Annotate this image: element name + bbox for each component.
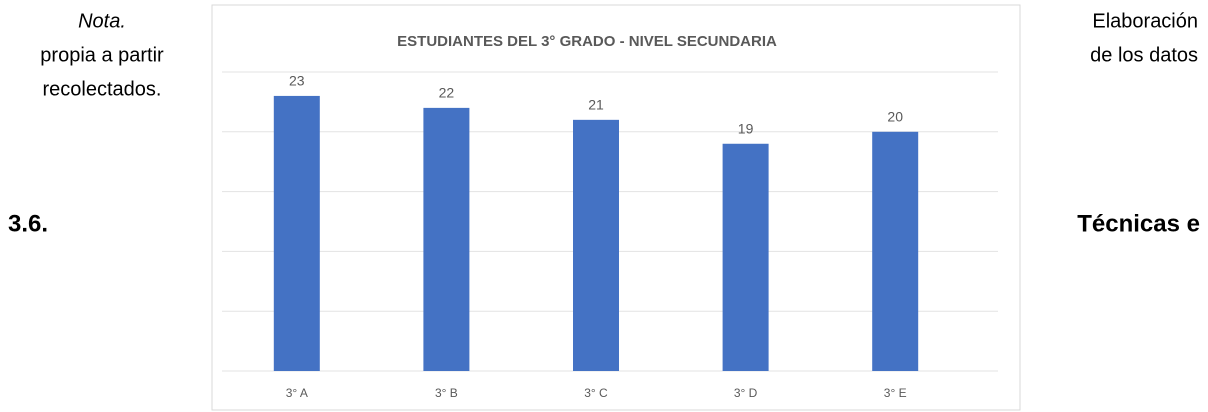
bar bbox=[273, 95, 320, 372]
section-number: 3.6. bbox=[8, 210, 48, 237]
x-tick-label: 3° A bbox=[286, 386, 308, 400]
bar bbox=[423, 107, 470, 371]
bar bbox=[722, 143, 769, 371]
bar bbox=[573, 119, 619, 371]
note-line: propia a partir bbox=[40, 44, 164, 66]
value-label: 22 bbox=[439, 85, 455, 101]
x-tick-label: 3° B bbox=[435, 386, 458, 400]
note-line: de los datos bbox=[1090, 44, 1198, 66]
note-line: Elaboración bbox=[1092, 10, 1198, 32]
x-tick-label: 3° D bbox=[734, 386, 758, 400]
bar bbox=[872, 131, 919, 371]
section-title: Técnicas e bbox=[1077, 210, 1200, 237]
value-label: 19 bbox=[738, 120, 754, 136]
note-line: recolectados. bbox=[43, 78, 162, 100]
note-label: Nota. bbox=[78, 10, 126, 32]
x-tick-label: 3° C bbox=[584, 386, 608, 400]
value-label: 21 bbox=[588, 97, 604, 113]
chart-title: ESTUDIANTES DEL 3° GRADO - NIVEL SECUNDA… bbox=[397, 33, 777, 50]
value-label: 23 bbox=[289, 73, 305, 89]
value-label: 20 bbox=[887, 109, 903, 125]
x-tick-label: 3° E bbox=[884, 386, 907, 400]
